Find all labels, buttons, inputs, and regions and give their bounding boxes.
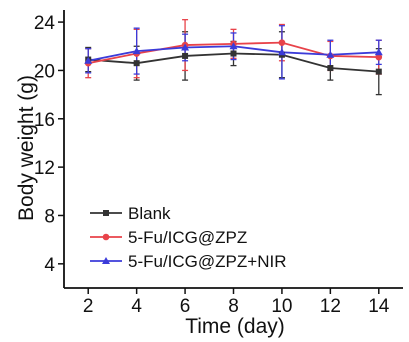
y-tick-label: 8 xyxy=(44,206,55,227)
y-tick-label: 16 xyxy=(34,110,55,131)
x-tick-label: 6 xyxy=(180,296,191,317)
y-tick-label: 12 xyxy=(34,158,55,179)
data-point xyxy=(375,68,382,75)
legend-swatch-marker xyxy=(102,233,110,241)
y-axis-title: Body weight (g) xyxy=(15,75,38,221)
data-point xyxy=(326,50,335,58)
x-tick-label: 14 xyxy=(368,296,390,317)
data-point xyxy=(327,65,334,72)
data-point xyxy=(229,42,238,50)
data-point xyxy=(181,43,190,51)
legend-label: 5-Fu/ICG@ZPZ+NIR xyxy=(128,252,286,271)
y-tick-label: 20 xyxy=(34,61,55,82)
data-point xyxy=(230,50,237,57)
data-point xyxy=(374,48,383,56)
legend-label: Blank xyxy=(128,204,171,223)
x-tick-label: 4 xyxy=(131,296,142,317)
data-point xyxy=(375,53,383,61)
x-tick-label: 10 xyxy=(271,296,292,317)
data-point xyxy=(278,39,286,46)
legend: Blank 5-Fu/ICG@ZPZ 5-Fu/ICG@ZPZ+NIR xyxy=(90,204,286,271)
data-point xyxy=(182,52,189,59)
data-point xyxy=(84,56,93,64)
series-markers xyxy=(84,39,383,75)
legend-label: 5-Fu/ICG@ZPZ xyxy=(128,228,247,247)
x-tick-label: 12 xyxy=(320,296,341,317)
x-tick-label: 2 xyxy=(83,296,94,317)
data-point xyxy=(133,60,140,67)
y-tick-label: 4 xyxy=(44,255,55,276)
data-point xyxy=(132,47,141,55)
x-tick-label: 8 xyxy=(228,296,239,317)
data-point xyxy=(277,48,286,56)
legend-swatch-marker xyxy=(103,210,109,216)
error-bars xyxy=(85,19,382,96)
x-axis-title: Time (day) xyxy=(185,315,285,338)
legend-swatch-marker xyxy=(102,257,110,264)
y-tick-label: 24 xyxy=(34,13,56,34)
